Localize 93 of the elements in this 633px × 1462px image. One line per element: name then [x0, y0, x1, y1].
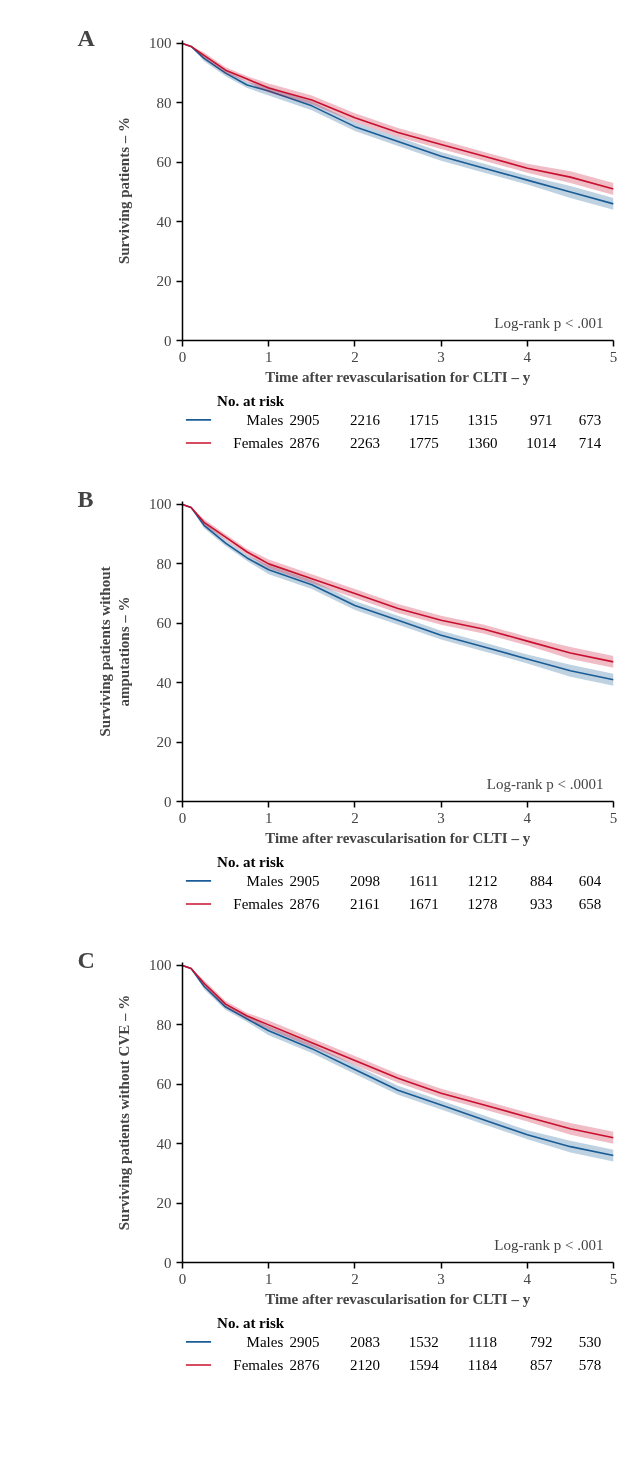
legend-label: Males [246, 411, 284, 428]
text: 857 [529, 1357, 553, 1373]
text: 2083 [350, 1333, 381, 1350]
x-axis-title: Time after revascularisation for CLTI – y [265, 1290, 531, 1307]
y-tick-label: 80 [156, 94, 172, 111]
legend-label: Females [233, 896, 284, 912]
text: 578 [578, 1357, 602, 1373]
y-tick-label: 100 [149, 35, 172, 52]
x-tick-label: 3 [437, 809, 445, 826]
y-tick-label: 40 [156, 213, 172, 230]
x-tick-label: 4 [523, 1270, 532, 1287]
text: 1212 [467, 872, 498, 889]
text: 530 [578, 1333, 602, 1350]
x-tick-label: 5 [609, 348, 618, 365]
y-tick-label: 60 [156, 154, 172, 171]
text: 1671 [408, 896, 439, 912]
text: 884 [529, 872, 553, 889]
text: 933 [529, 896, 553, 912]
text: 1118 [468, 1333, 497, 1350]
text: No. at risk [217, 854, 285, 871]
text: 673 [578, 411, 602, 428]
text: 2905 [289, 872, 320, 889]
text: 658 [578, 896, 602, 912]
y-tick-label: 80 [156, 555, 172, 572]
text: No. at risk [217, 393, 285, 410]
legend-label: Females [233, 1357, 284, 1373]
legend-label: Males [246, 872, 284, 889]
y-axis-title: Surviving patients – % [116, 116, 132, 265]
text: 1184 [467, 1357, 498, 1373]
text: 604 [578, 872, 602, 889]
chart-title: C [77, 946, 95, 973]
text: 1594 [408, 1357, 440, 1373]
y-tick-label: 60 [156, 615, 172, 632]
text: 714 [578, 435, 602, 451]
text: 1775 [408, 435, 439, 451]
y-tick-label: 0 [164, 332, 172, 349]
text: 2905 [289, 1333, 320, 1350]
legend-label: Males [246, 1333, 284, 1350]
legend-label: Females [233, 435, 284, 451]
x-tick-label: 3 [437, 1270, 445, 1287]
x-tick-label: 0 [178, 809, 187, 826]
text: 2216 [350, 411, 381, 428]
x-tick-label: 2 [351, 1270, 359, 1287]
y-tick-label: 0 [164, 1254, 172, 1271]
text: 1315 [467, 411, 498, 428]
y-axis-title: Surviving patients without amputations – % [96, 566, 132, 737]
text: 2876 [289, 896, 320, 912]
text: 1532 [408, 1333, 439, 1350]
x-tick-label: 3 [437, 348, 445, 365]
annotation: Log-rank p < .0001 [486, 775, 604, 792]
y-tick-label: 20 [156, 734, 172, 751]
text: 2120 [350, 1357, 381, 1373]
x-tick-label: 1 [264, 348, 273, 365]
text: 2161 [350, 896, 381, 912]
y-tick-label: 80 [156, 1016, 172, 1033]
x-tick-label: 2 [351, 809, 359, 826]
x-tick-label: 5 [609, 1270, 618, 1287]
annotation: Log-rank p < .001 [494, 1236, 604, 1253]
x-tick-label: 0 [178, 1270, 187, 1287]
x-tick-label: 2 [351, 348, 359, 365]
x-tick-label: 5 [609, 809, 618, 826]
text: 971 [529, 411, 553, 428]
text: 1014 [526, 435, 557, 451]
y-tick-label: 20 [156, 273, 172, 290]
y-tick-label: 100 [149, 957, 172, 974]
chart-title: A [77, 24, 96, 51]
text: 2876 [289, 435, 320, 451]
y-tick-label: 40 [156, 1135, 172, 1152]
x-tick-label: 4 [523, 348, 532, 365]
y-tick-label: 0 [164, 793, 172, 810]
y-tick-label: 20 [156, 1195, 172, 1212]
text: 1278 [467, 896, 498, 912]
x-axis-title: Time after revascularisation for CLTI – y [265, 368, 531, 385]
annotation: Log-rank p < .001 [494, 314, 604, 331]
text: 2263 [350, 435, 381, 451]
x-tick-label: 1 [264, 809, 273, 826]
y-tick-label: 40 [156, 674, 172, 691]
x-axis-title: Time after revascularisation for CLTI – y [265, 829, 531, 846]
y-tick-label: 60 [156, 1076, 172, 1093]
chart-title: B [77, 485, 94, 512]
text: No. at risk [217, 1315, 285, 1332]
y-axis-title: Surviving patients without CVE – % [116, 994, 132, 1231]
text: 1715 [408, 411, 439, 428]
text: 2098 [350, 872, 381, 889]
x-tick-label: 4 [523, 809, 532, 826]
text: 1360 [467, 435, 498, 451]
text: 792 [529, 1333, 553, 1350]
text: 2876 [289, 1357, 320, 1373]
x-tick-label: 1 [264, 1270, 273, 1287]
text: 2905 [289, 411, 320, 428]
y-tick-label: 100 [149, 496, 172, 513]
x-tick-label: 0 [178, 348, 187, 365]
text: 1611 [409, 872, 439, 889]
